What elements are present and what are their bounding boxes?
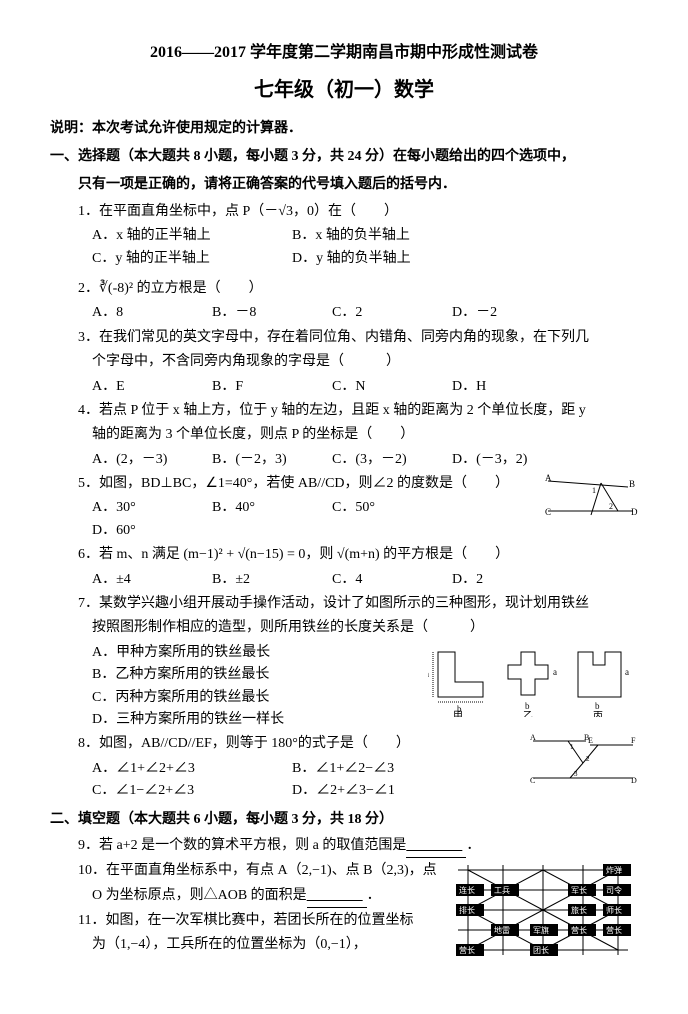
q6-opt-d: D．2 [452, 569, 572, 591]
q7-stem-line2: 按照图形制作相应的造型，则所用铁丝的长度关系是（ ） [50, 617, 638, 639]
q7-label-bing: 丙 [593, 711, 603, 717]
q5-opt-d: D．60° [92, 520, 212, 542]
svg-text:a: a [625, 667, 629, 677]
q4-opt-a: A．(2，－3) [92, 449, 212, 471]
q4-stem-line2: 轴的距离为 3 个单位长度，则点 P 的坐标是（ ） [50, 424, 638, 446]
q2-stem: 2．∛(-8)² 的立方根是（ ） [50, 278, 638, 300]
svg-text:3: 3 [574, 770, 578, 778]
q6-opt-b: B．±2 [212, 569, 332, 591]
q2-opt-b: B．－8 [212, 302, 332, 324]
q5-opt-a: A．30° [92, 497, 212, 519]
q6-options: A．±4 B．±2 C．4 D．2 [50, 569, 638, 591]
q7-label-jia: 甲 [453, 711, 463, 717]
q4-stem-line1: 4．若点 P 位于 x 轴上方，位于 y 轴的左边，且距 x 轴的距离为 2 个… [50, 400, 638, 422]
q3-opt-d: D．H [452, 376, 572, 398]
q6-opt-c: C．4 [332, 569, 452, 591]
q8-opt-c: C．∠1−∠2+∠3 [92, 780, 292, 802]
q3-options: A．E B．F C．N D．H [50, 376, 638, 398]
q1-opt-c: C．y 轴的正半轴上 [92, 248, 292, 270]
q1-options: A．x 轴的正半轴上 B．x 轴的负半轴上 C．y 轴的正半轴上 D．y 轴的负… [50, 225, 638, 270]
q4-options: A．(2，－3) B．(－2，3) C．(3，－2) D．(－3，2) [50, 449, 638, 471]
q5-opt-c: C．50° [332, 497, 452, 519]
q3-opt-a: A．E [92, 376, 212, 398]
q6-opt-a: A．±4 [92, 569, 212, 591]
q7-label-yi: 乙 [523, 710, 533, 717]
q5-label-d: D [631, 507, 638, 517]
q9-blank [406, 835, 466, 858]
q1-opt-d: D．y 轴的负半轴上 [292, 248, 492, 270]
q3-opt-b: B．F [212, 376, 332, 398]
svg-text:b: b [595, 701, 600, 711]
q5-label-2: 2 [609, 502, 613, 511]
q8-opt-d: D．∠2+∠3−∠1 [292, 780, 492, 802]
exam-instruction: 说明：本次考试允许使用规定的计算器． [50, 118, 638, 140]
q10-line2: O 为坐标原点，则△AOB 的面积是 ． [50, 885, 638, 908]
section-1-head-line1: 一、选择题（本大题共 8 小题，每小题 3 分，共 24 分）在每小题给出的四个… [50, 146, 638, 168]
q11-stem-line2: 为（1,−4），工兵所在的位置坐标为（0,−1）， [50, 934, 638, 956]
exam-title-line2: 七年级（初一）数学 [50, 74, 638, 106]
q8-stem: 8．如图，AB//CD//EF，则等于 180°的式子是（ ） [50, 733, 638, 755]
q1-opt-b: B．x 轴的负半轴上 [292, 225, 492, 247]
svg-text:a: a [553, 667, 557, 677]
q9-stem: 9．若 a+2 是一个数的算术平方根，则 a 的取值范围是 [78, 838, 406, 853]
q1-opt-a: A．x 轴的正半轴上 [92, 225, 292, 247]
section-1-head-line2: 只有一项是正确的，请将正确答案的代号填入题后的括号内． [50, 174, 638, 196]
svg-text:C: C [530, 776, 535, 785]
q9: 9．若 a+2 是一个数的算术平方根，则 a 的取值范围是 ． [50, 835, 638, 858]
q8-opt-a: A．∠1+∠2+∠3 [92, 758, 292, 780]
q5-stem: 5．如图，BD⊥BC，∠1=40°，若使 AB//CD，则∠2 的度数是（ ） [50, 473, 638, 495]
q2-opt-c: C．2 [332, 302, 452, 324]
q10-stem-line2: O 为坐标原点，则△AOB 的面积是 [92, 888, 307, 903]
q4-opt-b: B．(－2，3) [212, 449, 332, 471]
q5-opt-b: B．40° [212, 497, 332, 519]
svg-text:2: 2 [586, 755, 590, 763]
svg-text:D: D [631, 776, 637, 785]
q9-tail: ． [466, 838, 480, 853]
svg-text:b: b [525, 701, 530, 711]
q7-figure: a b 甲 a b 乙 a b 丙 [428, 642, 638, 717]
q2-options: A．8 B．－8 C．2 D．－2 [50, 302, 638, 324]
q3-stem-line1: 3．在我们常见的英文字母中，存在着同位角、内错角、同旁内角的现象，在下列几 [50, 327, 638, 349]
q10-blank [307, 885, 367, 908]
section-2-head: 二、填空题（本大题共 6 小题，每小题 3 分，共 18 分） [50, 809, 638, 831]
q11-stem-line1: 11．如图，在一次军棋比赛中，若团长所在的位置坐标 [50, 910, 638, 932]
q3-opt-c: C．N [332, 376, 452, 398]
q3-stem-line2: 个字母中，不含同旁内角现象的字母是（ ） [50, 351, 638, 373]
exam-title-line1: 2016——2017 学年度第二学期南昌市期中形成性测试卷 [50, 40, 638, 66]
q10-stem-line1: 10．在平面直角坐标系中，有点 A（2,−1)、点 B（2,3)，点 [50, 860, 638, 882]
svg-text:a: a [428, 669, 429, 679]
q7-stem-line1: 7．某数学兴趣小组开展动手操作活动，设计了如图所示的三种图形，现计划用铁丝 [50, 593, 638, 615]
q10-tail: ． [367, 888, 381, 903]
q8-options: A．∠1+∠2+∠3 B．∠1+∠2−∠3 C．∠1−∠2+∠3 D．∠2+∠3… [50, 758, 522, 803]
q2-opt-a: A．8 [92, 302, 212, 324]
q1-stem: 1．在平面直角坐标中，点 P（－√3，0）在（ ） [50, 201, 638, 223]
q4-opt-d: D．(－3，2) [452, 449, 572, 471]
q8-opt-b: B．∠1+∠2−∠3 [292, 758, 492, 780]
q2-opt-d: D．－2 [452, 302, 572, 324]
q5-label-c: C [545, 507, 551, 517]
q6-stem: 6．若 m、n 满足 (m−1)² + √(n−15) = 0，则 √(m+n)… [50, 544, 638, 566]
q5-options: A．30° B．40° C．50° D．60° [50, 497, 537, 542]
q4-opt-c: C．(3，－2) [332, 449, 452, 471]
